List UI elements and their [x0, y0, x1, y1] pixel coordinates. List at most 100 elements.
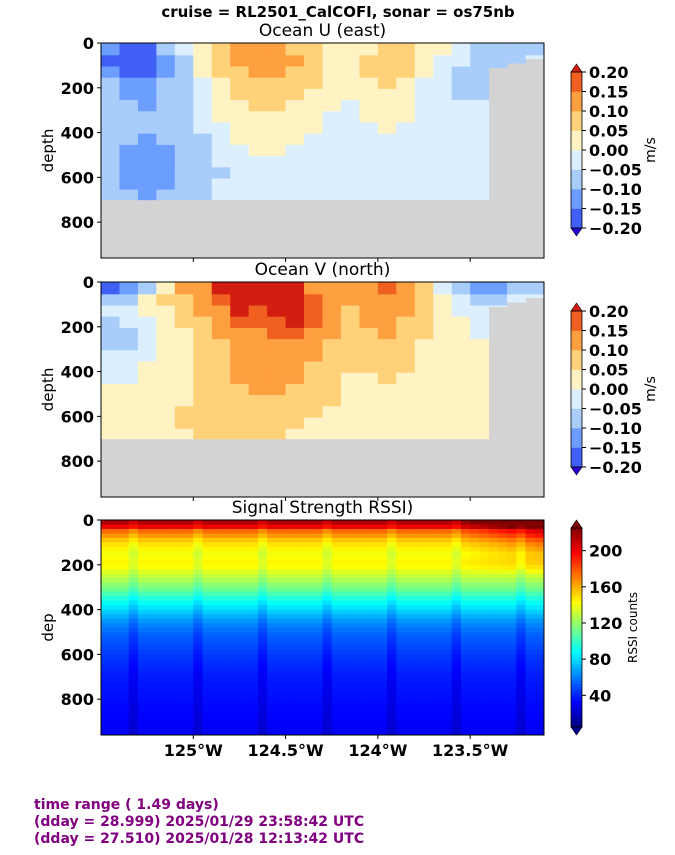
rssi-cell: [387, 699, 397, 705]
rssi-cell: [442, 649, 453, 655]
data-cell: [119, 55, 139, 67]
rssi-cell: [294, 596, 305, 602]
data-cell: [377, 339, 397, 351]
colorbar-step: [571, 534, 582, 539]
rssi-cell: [414, 640, 425, 646]
data-cell: [414, 294, 434, 306]
colorbar-tick-label: −0.10: [589, 419, 642, 438]
rssi-cell: [451, 685, 462, 691]
rssi-cell: [202, 654, 213, 660]
data-cell: [377, 111, 397, 123]
rssi-cell: [174, 631, 185, 637]
rssi-cell: [267, 690, 277, 696]
rssi-cell: [285, 546, 296, 552]
rssi-cell: [211, 596, 222, 602]
rssi-cell: [516, 582, 526, 588]
rssi-cell: [331, 726, 342, 731]
rssi-cell: [433, 546, 443, 552]
rssi-cell: [479, 537, 490, 543]
rssi-cell: [156, 555, 167, 561]
rssi-cell: [479, 681, 490, 687]
data-cell: [377, 77, 397, 90]
rssi-cell: [128, 587, 139, 593]
rssi-cell: [267, 573, 277, 579]
rssi-cell: [497, 520, 508, 525]
rssi-cell: [165, 605, 176, 610]
rssi-cell: [534, 573, 545, 579]
rssi-cell: [442, 627, 453, 633]
rssi-cell: [507, 542, 517, 548]
rssi-cell: [211, 618, 222, 624]
rssi-cell: [184, 717, 194, 722]
rssi-cell: [460, 640, 471, 646]
rssi-cell: [119, 569, 130, 575]
rssi-cell: [174, 717, 185, 722]
rssi-cell: [470, 623, 480, 628]
data-cell: [119, 66, 139, 79]
rssi-cell: [368, 542, 379, 548]
rssi-cell: [340, 726, 351, 731]
rssi-cell: [174, 681, 185, 687]
rssi-cell: [470, 609, 480, 615]
rssi-cell: [211, 654, 222, 660]
rssi-cell: [276, 573, 286, 579]
rssi-cell: [285, 730, 296, 736]
rssi-cell: [202, 694, 213, 700]
data-cell: [470, 55, 490, 67]
rssi-cell: [267, 717, 277, 722]
rssi-cell: [202, 623, 213, 628]
rssi-cell: [110, 537, 120, 543]
data-cell: [433, 55, 453, 67]
rssi-cell: [479, 676, 490, 682]
rssi-cell: [193, 685, 203, 691]
rssi-cell: [230, 618, 240, 624]
rssi-cell: [137, 520, 148, 525]
data-cell: [451, 395, 471, 407]
data-cell: [174, 294, 194, 306]
rssi-cell: [184, 618, 194, 624]
rssi-cell: [128, 546, 139, 552]
data-cell: [433, 189, 453, 201]
colorbar-step: [571, 591, 582, 595]
colorbar-step: [571, 600, 582, 605]
data-cell: [304, 43, 323, 56]
rssi-cell: [304, 658, 314, 664]
rssi-cell: [110, 564, 120, 570]
rssi-cell: [534, 564, 545, 570]
rssi-cell: [424, 645, 434, 651]
rssi-cell: [516, 645, 526, 651]
rssi-cell: [331, 699, 342, 705]
rssi-cell: [137, 609, 148, 615]
rssi-cell: [451, 649, 462, 655]
rssi-cell: [470, 685, 480, 691]
rssi-cell: [193, 564, 203, 570]
rssi-cell: [285, 569, 296, 575]
data-cell: [119, 372, 139, 385]
rssi-cell: [294, 524, 305, 530]
rssi-cell: [479, 685, 490, 691]
data-cell: [304, 417, 323, 430]
rssi-cell: [377, 569, 388, 575]
rssi-cell: [534, 582, 545, 588]
rssi-cell: [248, 591, 259, 597]
rssi-cell: [322, 631, 333, 637]
rssi-cell: [424, 717, 434, 722]
rssi-cell: [239, 555, 250, 561]
data-cell: [119, 316, 139, 329]
data-cell: [304, 339, 323, 351]
rssi-cell: [165, 546, 176, 552]
data-cell: [267, 55, 286, 67]
rssi-cell: [110, 726, 120, 731]
colorbar-step: [571, 541, 582, 545]
data-cell: [248, 88, 268, 101]
rssi-cell: [119, 578, 130, 584]
rssi-cell: [534, 614, 545, 619]
rssi-cell: [331, 591, 342, 597]
rssi-cell: [257, 717, 268, 722]
rssi-cell: [497, 672, 508, 678]
rssi-cell: [331, 649, 342, 655]
rssi-cell: [276, 609, 286, 615]
rssi-cell: [433, 699, 443, 705]
data-cell: [248, 316, 268, 329]
rssi-cell: [165, 694, 176, 700]
